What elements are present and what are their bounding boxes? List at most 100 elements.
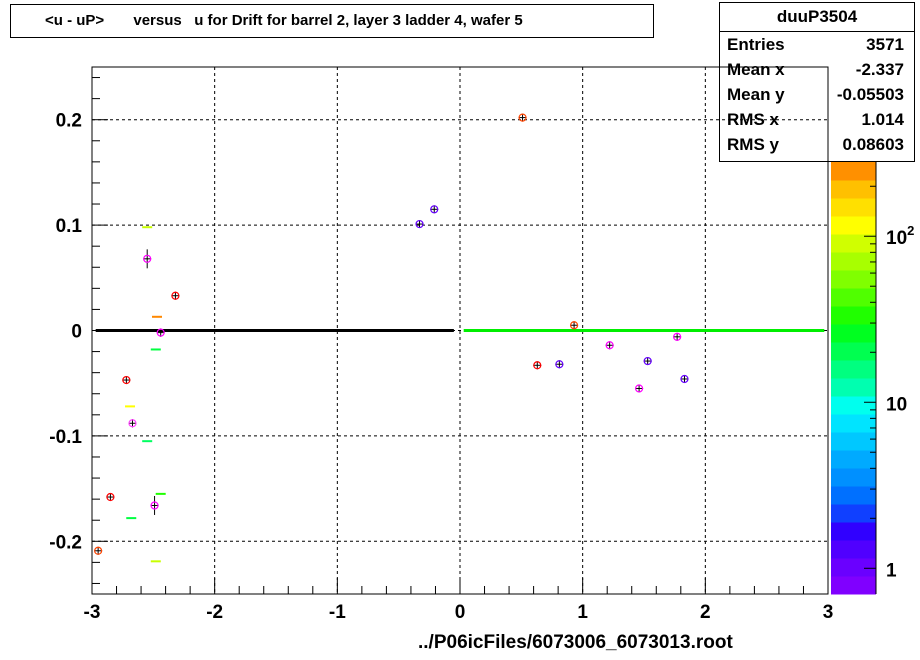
profile-point — [94, 546, 103, 555]
marker-circle — [171, 291, 180, 300]
color-scale-band — [831, 306, 876, 325]
marker-circle — [415, 219, 424, 229]
y-tick-label: 0 — [71, 322, 82, 343]
profile-point — [415, 219, 424, 229]
color-scale-band — [831, 360, 876, 379]
color-scale-band — [831, 270, 876, 289]
marker-circle — [156, 328, 165, 337]
color-scale-band — [831, 558, 876, 577]
y-tick-label: 0.1 — [56, 216, 83, 237]
stats-row-mean-y: Mean y -0.05503 — [720, 82, 914, 107]
color-scale-band — [831, 450, 876, 469]
stats-value: -0.05503 — [836, 85, 904, 104]
stats-label: Mean x — [727, 60, 785, 79]
profile-point — [143, 249, 152, 269]
marker-circle — [122, 375, 131, 385]
marker-circle — [128, 419, 137, 428]
marker-circle — [673, 332, 682, 341]
marker-circle — [518, 113, 527, 122]
color-scale-band — [831, 540, 876, 559]
color-scale: 1 10 102 — [831, 162, 914, 595]
marker-circle — [555, 360, 564, 369]
color-scale-tick-label: 10 — [886, 394, 907, 415]
profile-point — [122, 375, 131, 385]
marker-circle — [150, 501, 159, 510]
stats-row-rms-y: RMS y 0.08603 — [720, 132, 914, 157]
x-tick-label: 1 — [577, 602, 588, 623]
color-scale-band — [831, 324, 876, 343]
profile-point — [673, 332, 682, 341]
stats-row-entries: Entries 3571 — [720, 32, 914, 57]
marker-circle — [605, 341, 614, 350]
color-scale-tick-label: 102 — [886, 223, 914, 249]
color-scale-band — [831, 216, 876, 235]
profile-point — [643, 356, 652, 366]
stats-row-mean-x: Mean x -2.337 — [720, 57, 914, 82]
color-scale-band — [831, 576, 876, 595]
marker-circle — [143, 254, 152, 263]
y-tick-label: -0.2 — [49, 532, 82, 553]
marker-circle — [680, 374, 689, 384]
color-scale-band — [831, 288, 876, 307]
axes: -3 -2 -1 0 1 2 3 -0.2 -0.1 0 0.1 0.2 — [49, 77, 834, 623]
color-scale-tick-label: 1 — [886, 560, 897, 581]
color-scale-band — [831, 396, 876, 415]
stats-value: 0.08603 — [842, 135, 904, 154]
stats-value: 1.014 — [861, 110, 904, 129]
x-tick-label: 2 — [700, 602, 711, 623]
stats-histogram-name: duuP3504 — [720, 3, 914, 32]
color-scale-band — [831, 342, 876, 361]
stats-label: RMS y — [727, 135, 779, 154]
x-tick-label: 0 — [455, 602, 466, 623]
marker-circle — [94, 546, 103, 555]
profile-point — [634, 384, 644, 393]
profile-point — [106, 492, 115, 502]
color-scale-band — [831, 486, 876, 505]
color-scale-band — [831, 252, 876, 271]
profile-point — [555, 360, 564, 369]
color-scale-band — [831, 522, 876, 541]
color-scale-band — [831, 414, 876, 433]
grid-lines — [92, 67, 828, 594]
profile-point — [533, 361, 542, 370]
x-tick-label: -1 — [329, 602, 346, 623]
color-scale-exponent: 2 — [907, 223, 914, 238]
color-scale-band — [831, 198, 876, 217]
marker-circle — [634, 384, 644, 393]
stats-box: duuP3504 Entries 3571 Mean x -2.337 Mean… — [719, 2, 915, 162]
color-scale-band — [831, 504, 876, 523]
profile-point — [430, 205, 439, 214]
profile-point — [518, 113, 527, 122]
profile-point — [150, 495, 159, 515]
color-scale-band — [831, 432, 876, 451]
stats-label: Mean y — [727, 85, 785, 104]
profile-point — [605, 341, 614, 350]
color-scale-band — [831, 468, 876, 487]
y-tick-label: -0.1 — [49, 427, 82, 448]
marker-circle — [533, 361, 542, 370]
x-tick-label: -3 — [84, 602, 101, 623]
y-tick-label: 0.2 — [56, 111, 82, 132]
color-scale-band — [831, 234, 876, 253]
data-layer — [94, 113, 825, 563]
profile-point — [128, 419, 137, 428]
stats-value: -2.337 — [855, 60, 904, 79]
profile-point — [569, 321, 579, 330]
stats-value: 3571 — [866, 35, 904, 54]
marker-circle — [106, 492, 115, 502]
color-scale-band — [831, 180, 876, 199]
profile-point — [156, 328, 165, 337]
x-tick-label: 3 — [823, 602, 834, 623]
x-tick-label: -2 — [206, 602, 223, 623]
color-scale-band — [831, 162, 876, 181]
profile-point — [680, 374, 689, 384]
plot-title: <u - uP> versus u for Drift for barrel 2… — [10, 4, 654, 38]
profile-point — [171, 291, 180, 300]
file-name-label: ../P06icFiles/6073006_6073013.root — [418, 632, 733, 653]
color-scale-band — [831, 378, 876, 397]
marker-circle — [430, 205, 439, 214]
marker-circle — [643, 356, 652, 366]
marker-circle — [569, 321, 579, 330]
stats-label: Entries — [727, 35, 785, 54]
